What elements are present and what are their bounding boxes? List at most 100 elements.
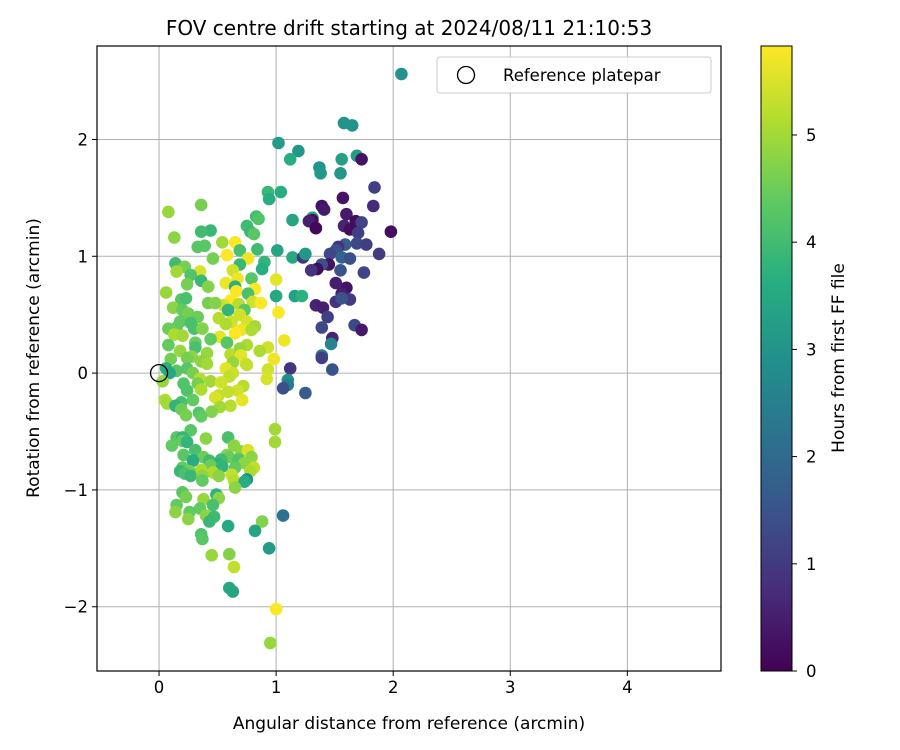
data-point bbox=[170, 265, 183, 278]
data-point bbox=[329, 276, 343, 290]
data-point bbox=[272, 136, 285, 150]
legend-label: Reference platepar bbox=[503, 66, 661, 85]
data-point bbox=[220, 336, 234, 350]
data-point bbox=[334, 167, 347, 180]
data-point bbox=[351, 226, 365, 240]
data-point bbox=[180, 435, 194, 449]
data-point bbox=[194, 410, 208, 423]
x-tick-label: 4 bbox=[622, 678, 633, 697]
data-point bbox=[162, 338, 175, 352]
data-point bbox=[231, 384, 244, 397]
data-point bbox=[283, 153, 297, 166]
y-axis-label: Rotation from reference (arcmin) bbox=[24, 218, 44, 498]
data-point bbox=[261, 363, 275, 376]
x-axis-label: Angular distance from reference (arcmin) bbox=[233, 714, 585, 734]
data-point bbox=[292, 144, 305, 158]
legend: Reference platepar bbox=[436, 56, 712, 94]
data-point bbox=[186, 393, 200, 407]
data-point bbox=[245, 272, 258, 285]
data-point bbox=[264, 636, 277, 650]
data-point bbox=[324, 337, 338, 351]
data-point bbox=[247, 227, 261, 241]
data-point bbox=[165, 439, 179, 452]
data-point bbox=[269, 273, 283, 286]
data-point bbox=[299, 386, 312, 400]
data-point bbox=[205, 549, 218, 562]
legend-marker bbox=[456, 65, 476, 85]
data-point bbox=[235, 393, 249, 407]
reference-platepar-marker bbox=[149, 363, 169, 383]
data-point bbox=[316, 301, 330, 315]
data-point bbox=[355, 323, 368, 337]
data-point bbox=[159, 286, 173, 299]
data-point bbox=[204, 375, 217, 388]
data-point bbox=[283, 362, 297, 375]
data-point bbox=[199, 432, 213, 445]
data-point bbox=[169, 505, 182, 519]
data-point bbox=[253, 344, 266, 358]
data-point bbox=[228, 481, 242, 494]
data-point bbox=[335, 153, 349, 166]
data-point bbox=[180, 351, 194, 365]
data-point bbox=[206, 252, 220, 265]
data-point bbox=[262, 192, 276, 206]
data-point bbox=[179, 292, 193, 305]
data-point bbox=[196, 322, 209, 336]
data-point bbox=[315, 351, 329, 365]
y-tick-label: −1 bbox=[64, 481, 88, 500]
data-point bbox=[321, 310, 334, 324]
data-point bbox=[176, 329, 189, 343]
data-point bbox=[336, 191, 350, 205]
data-point bbox=[255, 515, 269, 528]
data-point bbox=[372, 247, 386, 261]
colorbar-tick-label: 3 bbox=[806, 340, 817, 359]
data-point bbox=[268, 435, 282, 449]
data-point bbox=[214, 376, 228, 389]
data-point bbox=[278, 334, 291, 347]
x-tick-label: 2 bbox=[388, 678, 399, 697]
data-point bbox=[309, 221, 323, 235]
colorbar-gradient bbox=[760, 45, 793, 672]
data-point bbox=[200, 357, 214, 371]
grid bbox=[97, 46, 721, 671]
data-point bbox=[230, 285, 243, 298]
data-point bbox=[314, 167, 327, 180]
data-point bbox=[355, 153, 368, 166]
data-point bbox=[340, 207, 353, 221]
data-point bbox=[268, 422, 282, 436]
data-point bbox=[271, 244, 284, 257]
data-point bbox=[395, 67, 408, 81]
data-point bbox=[228, 327, 242, 340]
colorbar-label: Hours from first FF file bbox=[829, 263, 849, 453]
data-point bbox=[357, 266, 371, 279]
data-point bbox=[182, 512, 195, 526]
data-point bbox=[240, 358, 254, 372]
data-point bbox=[317, 203, 331, 216]
data-point bbox=[248, 524, 262, 538]
data-point bbox=[367, 199, 380, 213]
data-point bbox=[191, 240, 204, 254]
data-point bbox=[269, 602, 283, 616]
data-point bbox=[276, 509, 290, 522]
data-point bbox=[255, 262, 269, 276]
data-point bbox=[334, 264, 347, 277]
data-point bbox=[286, 213, 299, 227]
data-point bbox=[295, 289, 309, 303]
data-point bbox=[186, 454, 200, 468]
data-point bbox=[221, 303, 235, 317]
data-point bbox=[335, 292, 349, 305]
x-ticks: 0 1 2 3 4 bbox=[154, 671, 633, 697]
data-point bbox=[350, 237, 364, 250]
plot-frame bbox=[96, 45, 722, 672]
data-point bbox=[245, 323, 258, 337]
data-point bbox=[224, 399, 237, 413]
data-point bbox=[254, 296, 268, 310]
data-point bbox=[179, 408, 193, 422]
data-point bbox=[194, 198, 208, 212]
data-point bbox=[184, 424, 197, 437]
data-point bbox=[219, 317, 233, 331]
data-point bbox=[162, 205, 175, 219]
data-point bbox=[196, 532, 209, 546]
data-point bbox=[221, 519, 235, 533]
